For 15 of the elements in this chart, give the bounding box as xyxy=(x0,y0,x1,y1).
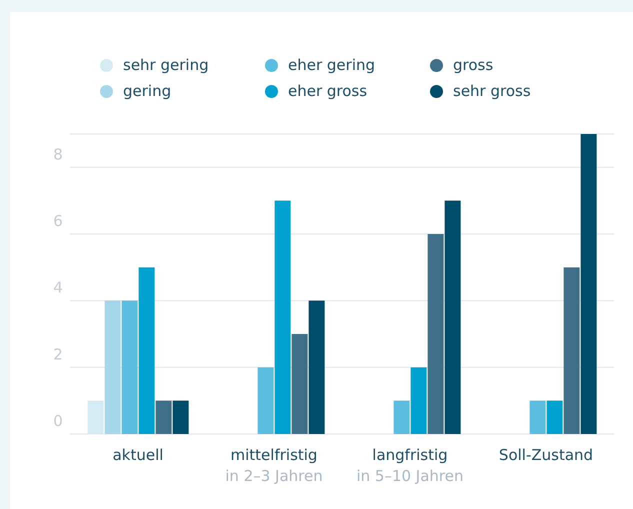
legend-label: sehr gross xyxy=(453,82,531,100)
legend-label: eher gering xyxy=(288,56,376,74)
legend-label: gross xyxy=(453,56,494,74)
legend-label: sehr gering xyxy=(123,56,209,74)
x-tick-label: aktuell xyxy=(112,446,164,464)
y-tick-label: 8 xyxy=(53,145,63,164)
y-tick-label: 2 xyxy=(53,345,63,364)
y-tick-label: 0 xyxy=(53,412,63,430)
x-tick-label: langfristig in 5–10 Jahren xyxy=(356,446,464,485)
x-tick-label: mittelfristig in 2–3 Jahren xyxy=(225,446,323,485)
y-tick-label: 4 xyxy=(53,278,63,297)
legend-label: eher gross xyxy=(288,82,368,100)
x-tick-label: Soll-Zustand xyxy=(498,446,594,464)
legend-label: gering xyxy=(123,82,172,100)
y-tick-label: 6 xyxy=(53,212,63,230)
